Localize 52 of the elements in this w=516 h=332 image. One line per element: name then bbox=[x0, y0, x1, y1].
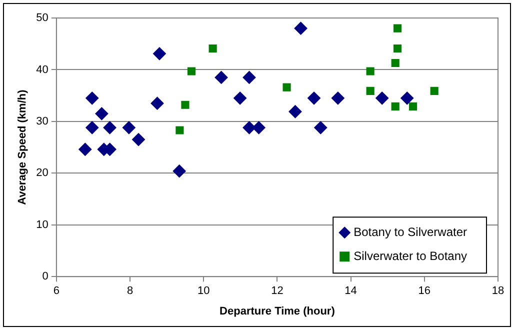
y-tick-label: 10 bbox=[36, 218, 48, 231]
y-tick-label: 30 bbox=[36, 115, 48, 128]
point bbox=[78, 142, 92, 156]
point bbox=[176, 126, 184, 134]
point bbox=[187, 67, 196, 76]
legend-label: Silverwater to Botany bbox=[354, 248, 468, 263]
point bbox=[394, 44, 402, 53]
point bbox=[208, 44, 217, 53]
point bbox=[86, 121, 99, 134]
x-tick-label: 14 bbox=[344, 285, 357, 298]
y-tick-label: 50 bbox=[36, 12, 48, 24]
point bbox=[376, 92, 389, 105]
point bbox=[122, 121, 136, 134]
point bbox=[366, 86, 374, 95]
point bbox=[181, 100, 190, 109]
y-axis-title: Average Speed (km/h) bbox=[16, 89, 29, 205]
point bbox=[391, 58, 400, 68]
point bbox=[391, 102, 400, 110]
point bbox=[242, 70, 256, 84]
point bbox=[214, 70, 228, 84]
point bbox=[172, 164, 186, 178]
y-tick-label: 40 bbox=[36, 64, 48, 76]
y-tick-label: 20 bbox=[36, 167, 48, 180]
point bbox=[150, 96, 164, 110]
x-axis-title: Departure Time (hour) bbox=[220, 305, 336, 318]
x-tick-label: 18 bbox=[492, 285, 504, 298]
point bbox=[282, 83, 291, 92]
point bbox=[294, 22, 308, 35]
y-tick-label: 0 bbox=[42, 270, 48, 283]
point bbox=[95, 107, 108, 120]
point bbox=[408, 102, 418, 110]
point bbox=[314, 121, 328, 134]
point bbox=[86, 92, 99, 105]
point bbox=[242, 121, 256, 134]
x-tick-label: 10 bbox=[198, 285, 210, 298]
point bbox=[331, 92, 344, 105]
point bbox=[366, 67, 374, 76]
x-tick-label: 8 bbox=[126, 285, 134, 298]
point bbox=[252, 121, 266, 134]
point bbox=[394, 24, 402, 32]
x-tick-label: 6 bbox=[53, 285, 60, 298]
point bbox=[400, 92, 414, 105]
point bbox=[132, 133, 145, 146]
point bbox=[152, 47, 166, 60]
point bbox=[234, 92, 247, 105]
point bbox=[288, 105, 302, 118]
x-tick-label: 12 bbox=[271, 285, 284, 298]
legend-label: Botany to Silverwater bbox=[354, 224, 468, 239]
point bbox=[103, 121, 116, 134]
point bbox=[430, 86, 438, 95]
point bbox=[308, 92, 321, 105]
x-tick-label: 16 bbox=[418, 285, 431, 298]
